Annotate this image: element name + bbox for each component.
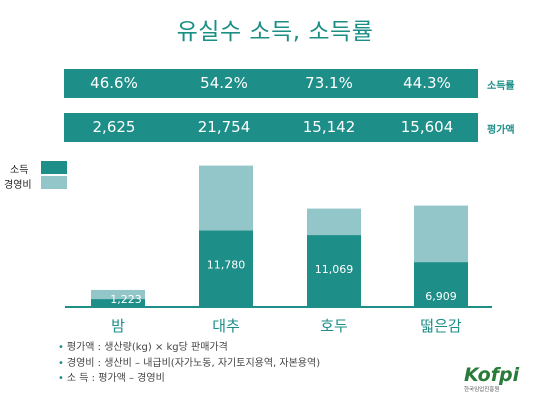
- category-label: 대추: [212, 317, 240, 335]
- bar-cost: [307, 208, 361, 236]
- income-rate-band: 46.6% 54.2% 73.1% 44.3%: [64, 69, 478, 98]
- legend-income-swatch: [41, 161, 67, 174]
- footnote: 경영비 : 생산비 – 내급비(자가노동, 자기토지용역, 자본용역): [58, 356, 320, 372]
- bar-income: [307, 235, 361, 307]
- valuation-value: 2,625: [92, 118, 136, 136]
- footnote: 평가액 : 생산량(kg) × kg당 판매가격: [58, 340, 320, 356]
- footnote: 소 득 : 평가액 – 경영비: [58, 371, 320, 387]
- valuation-value: 15,142: [302, 118, 356, 136]
- data-label: 11,780: [207, 258, 246, 271]
- income-rate-value: 46.6%: [90, 74, 138, 92]
- kofpi-logo: Kofpi 한국임업진흥원: [464, 364, 528, 394]
- legend-income-label: 소득: [10, 165, 29, 176]
- income-rate-value: 54.2%: [200, 74, 248, 92]
- legend-cost-swatch: [41, 176, 67, 189]
- legend-cost-label: 경영비: [4, 180, 32, 191]
- bar-cost: [414, 205, 468, 263]
- income-rate-value: 73.1%: [305, 74, 353, 92]
- valuation-band: 2,625 21,754 15,142 15,604: [64, 113, 478, 142]
- bar-cost: [199, 165, 253, 231]
- data-label: 1,223: [110, 293, 142, 306]
- category-label: 밤: [111, 317, 125, 335]
- data-label: 11,069: [315, 263, 354, 276]
- valuation-value: 15,604: [400, 118, 454, 136]
- logo-wordmark: Kofpi: [464, 364, 520, 386]
- data-label: 6,909: [425, 290, 457, 303]
- category-label: 호두: [320, 317, 348, 335]
- chart-title: 유실수 소득, 소득률: [176, 19, 374, 45]
- income-rate-value: 44.3%: [403, 74, 451, 92]
- logo-subtitle: 한국임업진흥원: [464, 387, 500, 393]
- category-label: 떫은감: [420, 317, 462, 335]
- income-rate-label: 소득률: [487, 81, 515, 92]
- valuation-label: 평가액: [487, 125, 515, 136]
- bar-income: [199, 230, 253, 307]
- bar-cost: [91, 289, 145, 300]
- bar-income: [414, 262, 468, 307]
- valuation-value: 21,754: [197, 118, 251, 136]
- footnotes: 평가액 : 생산량(kg) × kg당 판매가격 경영비 : 생산비 – 내급비…: [58, 340, 320, 387]
- bar-income: [91, 299, 145, 307]
- stacked-bar-chart: 1,223 밤 11,780 대추 11,069 호두 6,909 떫은감: [65, 165, 492, 335]
